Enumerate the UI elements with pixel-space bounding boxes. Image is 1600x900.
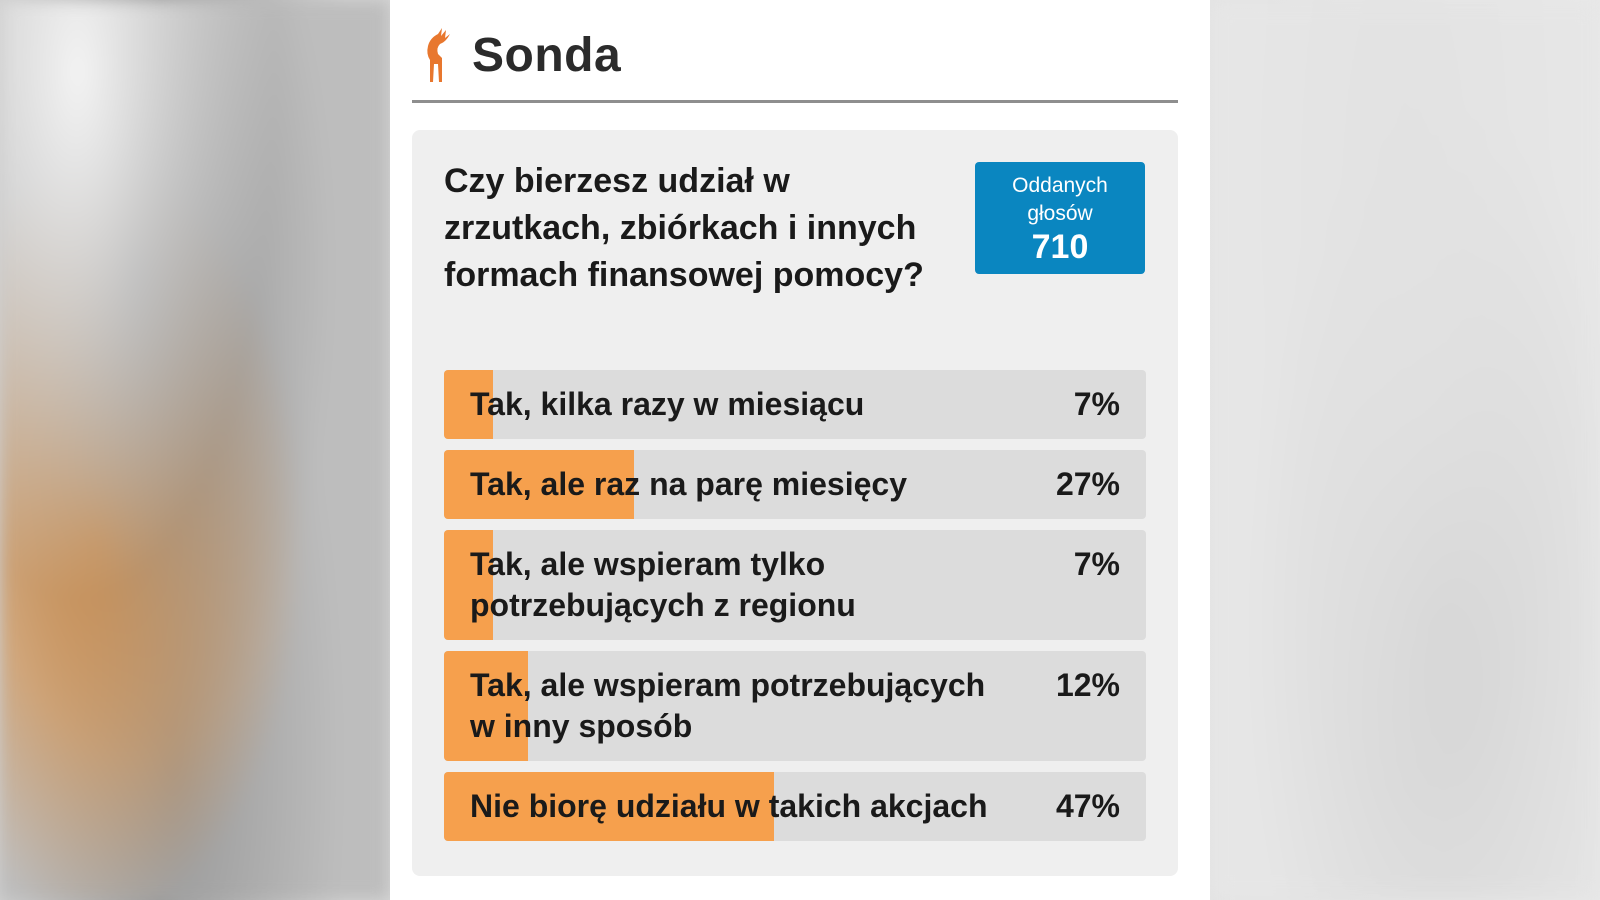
poll-widget: Sonda Czy bierzesz udział w zrzutkach, z…	[390, 0, 1210, 900]
answer-percent: 7%	[1073, 386, 1120, 422]
answer-percent: 12%	[1055, 667, 1120, 703]
answer-bar	[444, 370, 494, 439]
answer-percent: 47%	[1055, 788, 1120, 824]
answer-label: Tak, ale raz na parę miesięcy	[470, 466, 907, 502]
poll-answer-2[interactable]: Tak, ale raz na parę miesięcy 27%	[444, 450, 1146, 519]
poll-header: Sonda	[412, 20, 1178, 103]
poll-box: Czy bierzesz udział w zrzutkach, zbiórka…	[412, 130, 1178, 876]
page-title: Sonda	[472, 29, 622, 82]
answer-bar	[444, 450, 634, 519]
answer-bar	[444, 772, 774, 841]
answer-label: Tak, ale wspieram tylko potrzebujących z…	[470, 546, 856, 623]
poll-answers: Tak, kilka razy w miesiącu 7% Tak, ale r…	[444, 370, 1146, 852]
answer-percent: 27%	[1055, 466, 1120, 502]
poll-answer-1[interactable]: Tak, kilka razy w miesiącu 7%	[444, 370, 1146, 439]
answer-percent: 7%	[1073, 546, 1120, 582]
poll-question: Czy bierzesz udział w zrzutkach, zbiórka…	[444, 162, 924, 294]
answer-label: Tak, ale wspieram potrzebujących w inny …	[470, 667, 986, 744]
blurred-background-right	[1210, 0, 1600, 900]
deer-icon	[427, 28, 450, 82]
answer-bar	[444, 651, 529, 761]
votes-count: 710	[1031, 228, 1089, 266]
poll-answer-4[interactable]: Tak, ale wspieram potrzebujących w inny …	[444, 651, 1146, 761]
poll-answer-5[interactable]: Nie biorę udziału w takich akcjach 47%	[444, 772, 1146, 841]
blurred-background-left	[0, 0, 390, 900]
votes-badge: Oddanych głosów 710	[975, 162, 1145, 274]
answer-label: Tak, kilka razy w miesiącu	[470, 386, 865, 422]
votes-label: Oddanych głosów	[1012, 174, 1108, 225]
answer-bar	[444, 530, 494, 640]
answer-label: Nie biorę udziału w takich akcjach	[470, 788, 988, 824]
poll-answer-3[interactable]: Tak, ale wspieram tylko potrzebujących z…	[444, 530, 1146, 640]
